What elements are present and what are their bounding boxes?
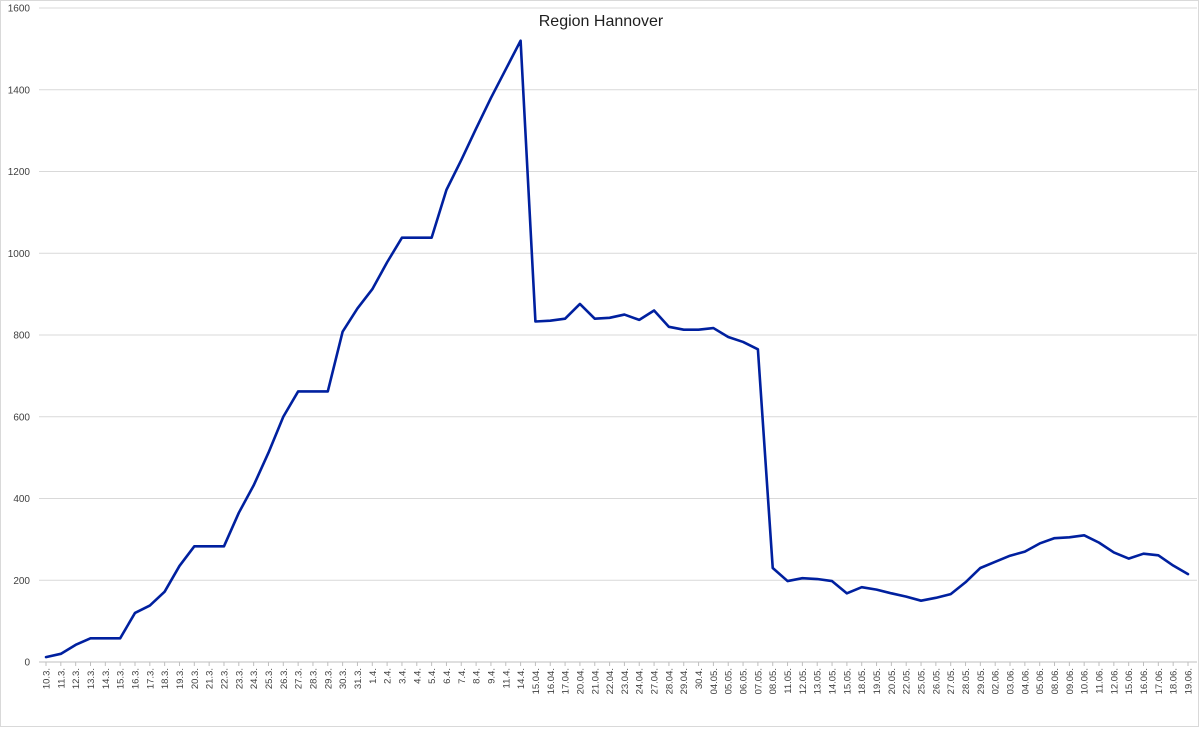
x-tick-label: 05.06.	[1035, 668, 1046, 694]
x-tick-label: 13.3.	[86, 668, 97, 689]
x-tick-label: 02.06.	[991, 668, 1002, 694]
x-tick-label: 11.05.	[783, 668, 794, 694]
x-tick-label: 13.05.	[813, 668, 824, 694]
x-tick-label: 07.05.	[753, 668, 764, 694]
x-tick-label: 18.3.	[160, 668, 171, 689]
x-tick-label: 06.05.	[739, 668, 750, 694]
x-tick-label: 08.05.	[768, 668, 779, 694]
y-tick-label: 200	[13, 576, 30, 587]
x-tick-label: 19.3.	[175, 668, 186, 689]
x-tick-label: 05.05.	[724, 668, 735, 694]
x-tick-label: 27.05.	[946, 668, 957, 694]
x-tick-label: 22.04.	[605, 668, 616, 694]
x-tick-label: 8.4.	[472, 668, 483, 684]
chart-title: Region Hannover	[539, 13, 664, 30]
x-tick-label: 14.4.	[516, 668, 527, 689]
series-layer	[44, 39, 1190, 659]
x-tick-label: 11.4.	[501, 668, 512, 688]
x-tick-label: 3.4.	[397, 668, 408, 684]
x-tick-label: 26.05.	[931, 668, 942, 694]
y-tick-label: 1400	[8, 85, 31, 96]
x-tick-label: 08.06.	[1050, 668, 1061, 694]
x-tick-label: 15.05.	[842, 668, 853, 694]
x-tick-label: 12.3.	[71, 668, 82, 689]
x-tick-label: 15.3.	[116, 668, 127, 689]
x-tick-label: 22.3.	[219, 668, 230, 689]
y-tick-label: 0	[24, 658, 30, 669]
x-tick-label: 19.06.	[1184, 668, 1195, 694]
x-tick-label: 25.05.	[917, 668, 928, 694]
x-tick-label: 22.05.	[902, 668, 913, 694]
series-line	[44, 39, 1190, 659]
x-tick-label: 4.4.	[412, 668, 423, 684]
x-tick-label: 18.05.	[857, 668, 868, 694]
x-tick-label: 27.04.	[650, 668, 661, 694]
x-tick-label: 30.3.	[338, 668, 349, 689]
x-tick-label: 30.4.	[694, 668, 705, 689]
x-tick-label: 31.3.	[353, 668, 364, 689]
x-tick-label: 20.04.	[575, 668, 586, 694]
x-tick-label: 16.3.	[130, 668, 141, 689]
x-tick-label: 09.06.	[1065, 668, 1076, 694]
x-tick-label: 04.06.	[1020, 668, 1031, 694]
x-tick-label: 14.3.	[101, 668, 112, 689]
x-tick-label: 6.4.	[442, 668, 453, 684]
y-tick-label: 1200	[8, 167, 31, 178]
x-tick-label: 25.3.	[264, 668, 275, 689]
x-tick-label: 19.05.	[872, 668, 883, 694]
x-tick-label: 15.06.	[1124, 668, 1135, 694]
y-tick-label: 600	[13, 412, 30, 423]
x-tick-label: 04.05.	[709, 668, 720, 694]
x-tick-label: 12.06.	[1109, 668, 1120, 694]
x-tick-label: 10.3.	[42, 668, 53, 689]
x-tick-label: 1.4.	[368, 668, 379, 684]
x-tick-label: 12.05.	[798, 668, 809, 694]
x-tick-label: 21.3.	[205, 668, 216, 689]
x-tick-label: 14.05.	[828, 668, 839, 694]
x-tick-label: 24.3.	[249, 668, 260, 689]
x-tick-label: 9.4.	[486, 668, 497, 684]
y-tick-label: 400	[13, 494, 30, 505]
x-tick-label: 16.04.	[546, 668, 557, 694]
x-tick-label: 11.3.	[56, 668, 67, 688]
x-tick-label: 7.4.	[457, 668, 468, 684]
x-tick-label: 24.04.	[635, 668, 646, 694]
x-tick-label: 2.4.	[383, 668, 394, 684]
x-tick-label: 28.05.	[961, 668, 972, 694]
x-tick-label: 10.06.	[1080, 668, 1091, 694]
x-tick-label: 29.05.	[976, 668, 987, 694]
x-tick-label: 5.4.	[427, 668, 438, 684]
y-axis-ticks: 0 200 400 600 800 1000 1200 1400 1600	[8, 4, 31, 669]
x-tick-label: 17.3.	[145, 668, 156, 689]
x-tick-label: 21.04.	[590, 668, 601, 694]
x-tick-label: 11.06.	[1095, 668, 1106, 694]
gridlines	[39, 7, 1197, 663]
x-tick-label: 29.3.	[323, 668, 334, 689]
x-tick-label: 16.06.	[1139, 668, 1150, 694]
x-tick-label: 23.3.	[234, 668, 245, 689]
y-tick-label: 800	[13, 331, 30, 342]
y-tick-label: 1600	[8, 4, 31, 15]
x-axis-ticks: 10.3. 11.3. 12.3. 13.3. 14.3. 15.3. 16.3. 17.3.…	[42, 662, 1195, 694]
x-tick-label: 29.04.	[679, 668, 690, 694]
x-tick-label: 15.04.	[531, 668, 542, 694]
x-tick-label: 28.04.	[664, 668, 675, 694]
x-tick-label: 23.04.	[620, 668, 631, 694]
x-tick-label: 26.3.	[279, 668, 290, 689]
x-tick-label: 03.06.	[1006, 668, 1017, 694]
x-tick-label: 27.3.	[294, 668, 305, 689]
x-tick-label: 20.05.	[887, 668, 898, 694]
y-tick-label: 1000	[8, 249, 31, 260]
x-tick-label: 28.3.	[308, 668, 319, 689]
x-tick-label: 18.06.	[1169, 668, 1180, 694]
x-tick-label: 17.06.	[1154, 668, 1165, 694]
x-tick-label: 20.3.	[190, 668, 201, 689]
x-tick-label: 17.04.	[561, 668, 572, 694]
